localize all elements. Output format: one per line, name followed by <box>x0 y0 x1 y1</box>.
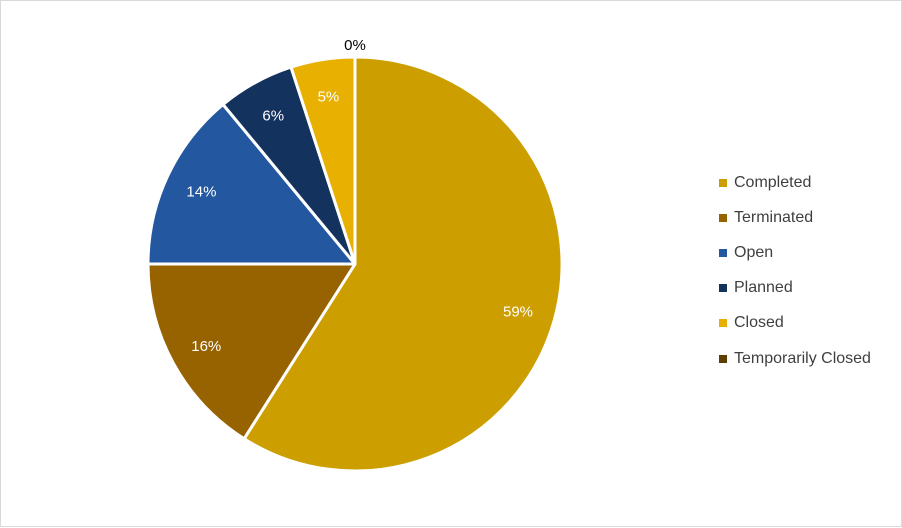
data-label-closed: 5% <box>318 88 340 105</box>
legend-swatch-planned <box>719 284 727 293</box>
legend-swatch-open <box>719 248 727 257</box>
data-label-terminated: 16% <box>191 338 221 355</box>
legend-swatch-closed <box>719 319 727 328</box>
legend-swatch-temporarily-closed <box>719 354 727 363</box>
legend-swatch-terminated <box>719 213 727 222</box>
legend-label-open: Open <box>734 243 774 261</box>
legend-label-terminated: Terminated <box>734 208 814 226</box>
pie-slice-terminated[interactable] <box>146 262 357 441</box>
data-label-temporarily-closed: 0% <box>344 37 366 54</box>
legend-item-completed[interactable]: Completed <box>719 165 871 200</box>
data-label-open: 14% <box>186 184 216 201</box>
legend-swatch-completed <box>719 178 727 187</box>
pie-slice-closed[interactable] <box>289 55 357 266</box>
legend-item-planned[interactable]: Planned <box>719 271 871 306</box>
legend-label-completed: Completed <box>734 173 812 191</box>
legend-item-open[interactable]: Open <box>719 235 871 270</box>
legend-item-closed[interactable]: Closed <box>719 306 871 341</box>
pie-slice-open[interactable] <box>146 103 357 266</box>
legend-label-closed: Closed <box>734 314 784 332</box>
data-label-completed: 59% <box>503 303 533 320</box>
data-label-planned: 6% <box>262 107 284 124</box>
legend-label-planned: Planned <box>734 279 793 297</box>
legend: Completed Terminated Open Planned Closed… <box>719 165 871 376</box>
legend-item-terminated[interactable]: Terminated <box>719 200 871 235</box>
pie-slice-completed[interactable] <box>242 55 564 473</box>
legend-item-temporarily-closed[interactable]: Temporarily Closed <box>719 341 871 376</box>
legend-label-temporarily-closed: Temporarily Closed <box>734 349 871 367</box>
